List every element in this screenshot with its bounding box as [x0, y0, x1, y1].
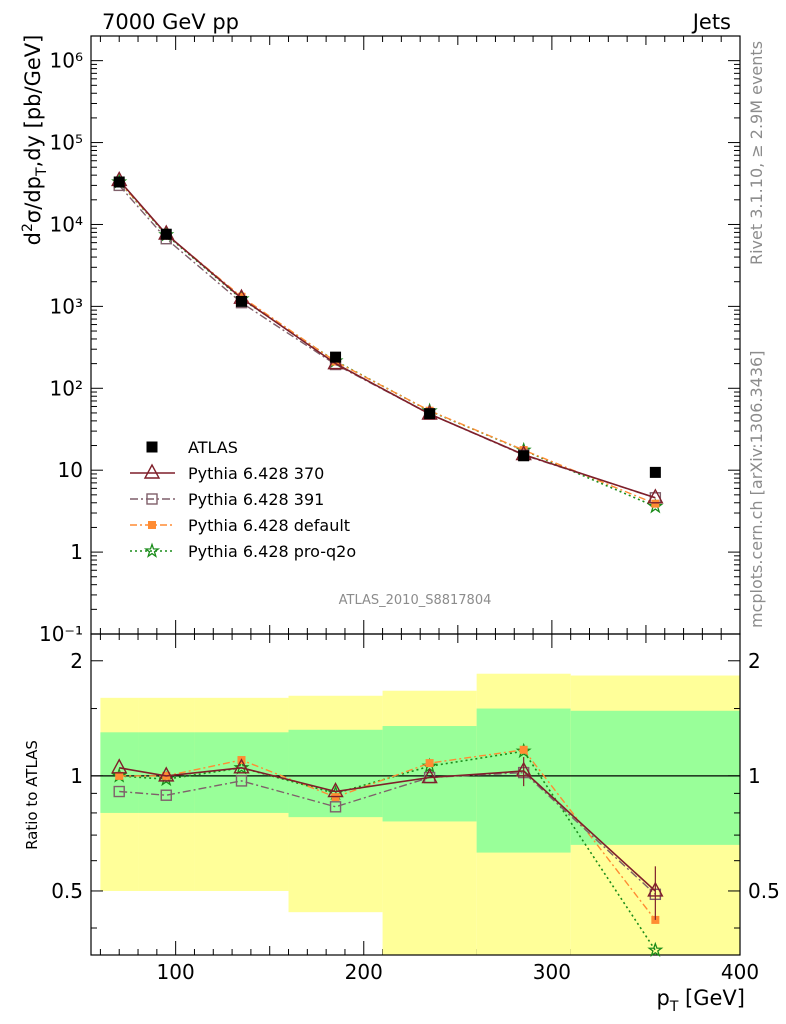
ratio-tick-label: 2: [70, 649, 83, 673]
pythia-391-marker: [146, 493, 158, 505]
pythia-q2o-marker: [143, 542, 161, 558]
ratio-panel: 0.5 0.5 1 1 2 2 100 200 300 400: [51, 633, 780, 984]
pythia-370-marker: [111, 758, 128, 774]
pythia-default-marker: [148, 521, 156, 529]
y-tick-label: 10⁴: [50, 212, 83, 236]
ratio-tick-label: 2: [748, 649, 761, 673]
pythia-370-marker: [143, 463, 161, 479]
y-tick-label: 10³: [50, 294, 83, 318]
legend-label: ATLAS: [188, 438, 238, 457]
x-tick-label: 200: [345, 960, 383, 984]
pythia-370-marker: [647, 488, 664, 504]
legend-label: Pythia 6.428 391: [188, 490, 324, 509]
y-tick-label: 10: [58, 458, 83, 482]
atlas-marker: [649, 466, 661, 478]
ratio-tick-label: 1: [748, 764, 761, 788]
pythia-370-marker: [421, 768, 438, 784]
legend-label: Pythia 6.428 370: [188, 464, 324, 483]
pythia-q2o-marker: [647, 498, 664, 514]
x-tick-label: 400: [721, 960, 759, 984]
ratio-tick-label: 1: [70, 764, 83, 788]
uncertainty-band-inner: [570, 710, 740, 845]
atlas-marker: [160, 228, 172, 240]
pythia-370-marker: [327, 782, 344, 798]
analysis-id-label: ATLAS_2010_S8817804: [339, 593, 492, 608]
header-left-label: 7000 GeV pp: [102, 10, 239, 34]
x-tick-label: 300: [533, 960, 571, 984]
atlas-marker: [235, 295, 247, 307]
ratio-axis-label: Ratio to ATLAS: [23, 740, 41, 850]
y-tick-label: 10⁻¹: [39, 622, 83, 646]
uncertainty-band-inner: [382, 726, 477, 822]
legend-label: Pythia 6.428 pro-q2o: [188, 542, 356, 561]
rivet-version-label: Rivet 3.1.10, ≥ 2.9M events: [747, 41, 766, 265]
y-tick-label: 1: [70, 540, 83, 564]
bottom-frame: [90, 633, 741, 956]
x-axis-label: pT [GeV]: [656, 986, 745, 1015]
pythia-q2o-marker: [647, 941, 664, 958]
pythia-391-marker: [329, 801, 342, 813]
pythia-370-marker: [158, 766, 175, 782]
pythia-default-marker: [519, 745, 528, 754]
pythia-391-marker: [235, 775, 248, 787]
atlas-marker: [113, 176, 125, 188]
pythia-370-marker: [233, 758, 250, 774]
atlas-marker: [146, 441, 158, 453]
series-line-Pythia 6.428 pro-q2o: [118, 181, 656, 508]
y-tick-label: 10²: [50, 376, 83, 400]
y-tick-label: 10⁶: [50, 49, 83, 73]
uncertainty-band-inner: [288, 729, 383, 818]
pythia-391-marker: [160, 789, 172, 801]
x-tick-label: 100: [157, 960, 195, 984]
atlas-marker: [518, 450, 530, 462]
top-y-axis-label: d2σ/dpT,dy [pb/GeV]: [20, 35, 50, 246]
ratio-tick-label: 0.5: [51, 879, 83, 903]
header-right-label: Jets: [691, 10, 731, 34]
atlas-marker: [424, 408, 436, 420]
pythia-391-marker: [113, 785, 125, 798]
pythia-default-marker: [425, 759, 434, 768]
ratio-tick-label: 0.5: [748, 879, 780, 903]
mcplots-label: mcplots.cern.ch [arXiv:1306.3436]: [747, 351, 766, 628]
pythia-default-marker: [115, 771, 124, 780]
y-tick-label: 10⁵: [50, 131, 83, 155]
pythia-q2o-marker: [233, 759, 250, 775]
atlas-marker: [330, 351, 342, 363]
pythia-default-marker: [651, 499, 660, 508]
legend-label: Pythia 6.428 default: [188, 516, 350, 535]
